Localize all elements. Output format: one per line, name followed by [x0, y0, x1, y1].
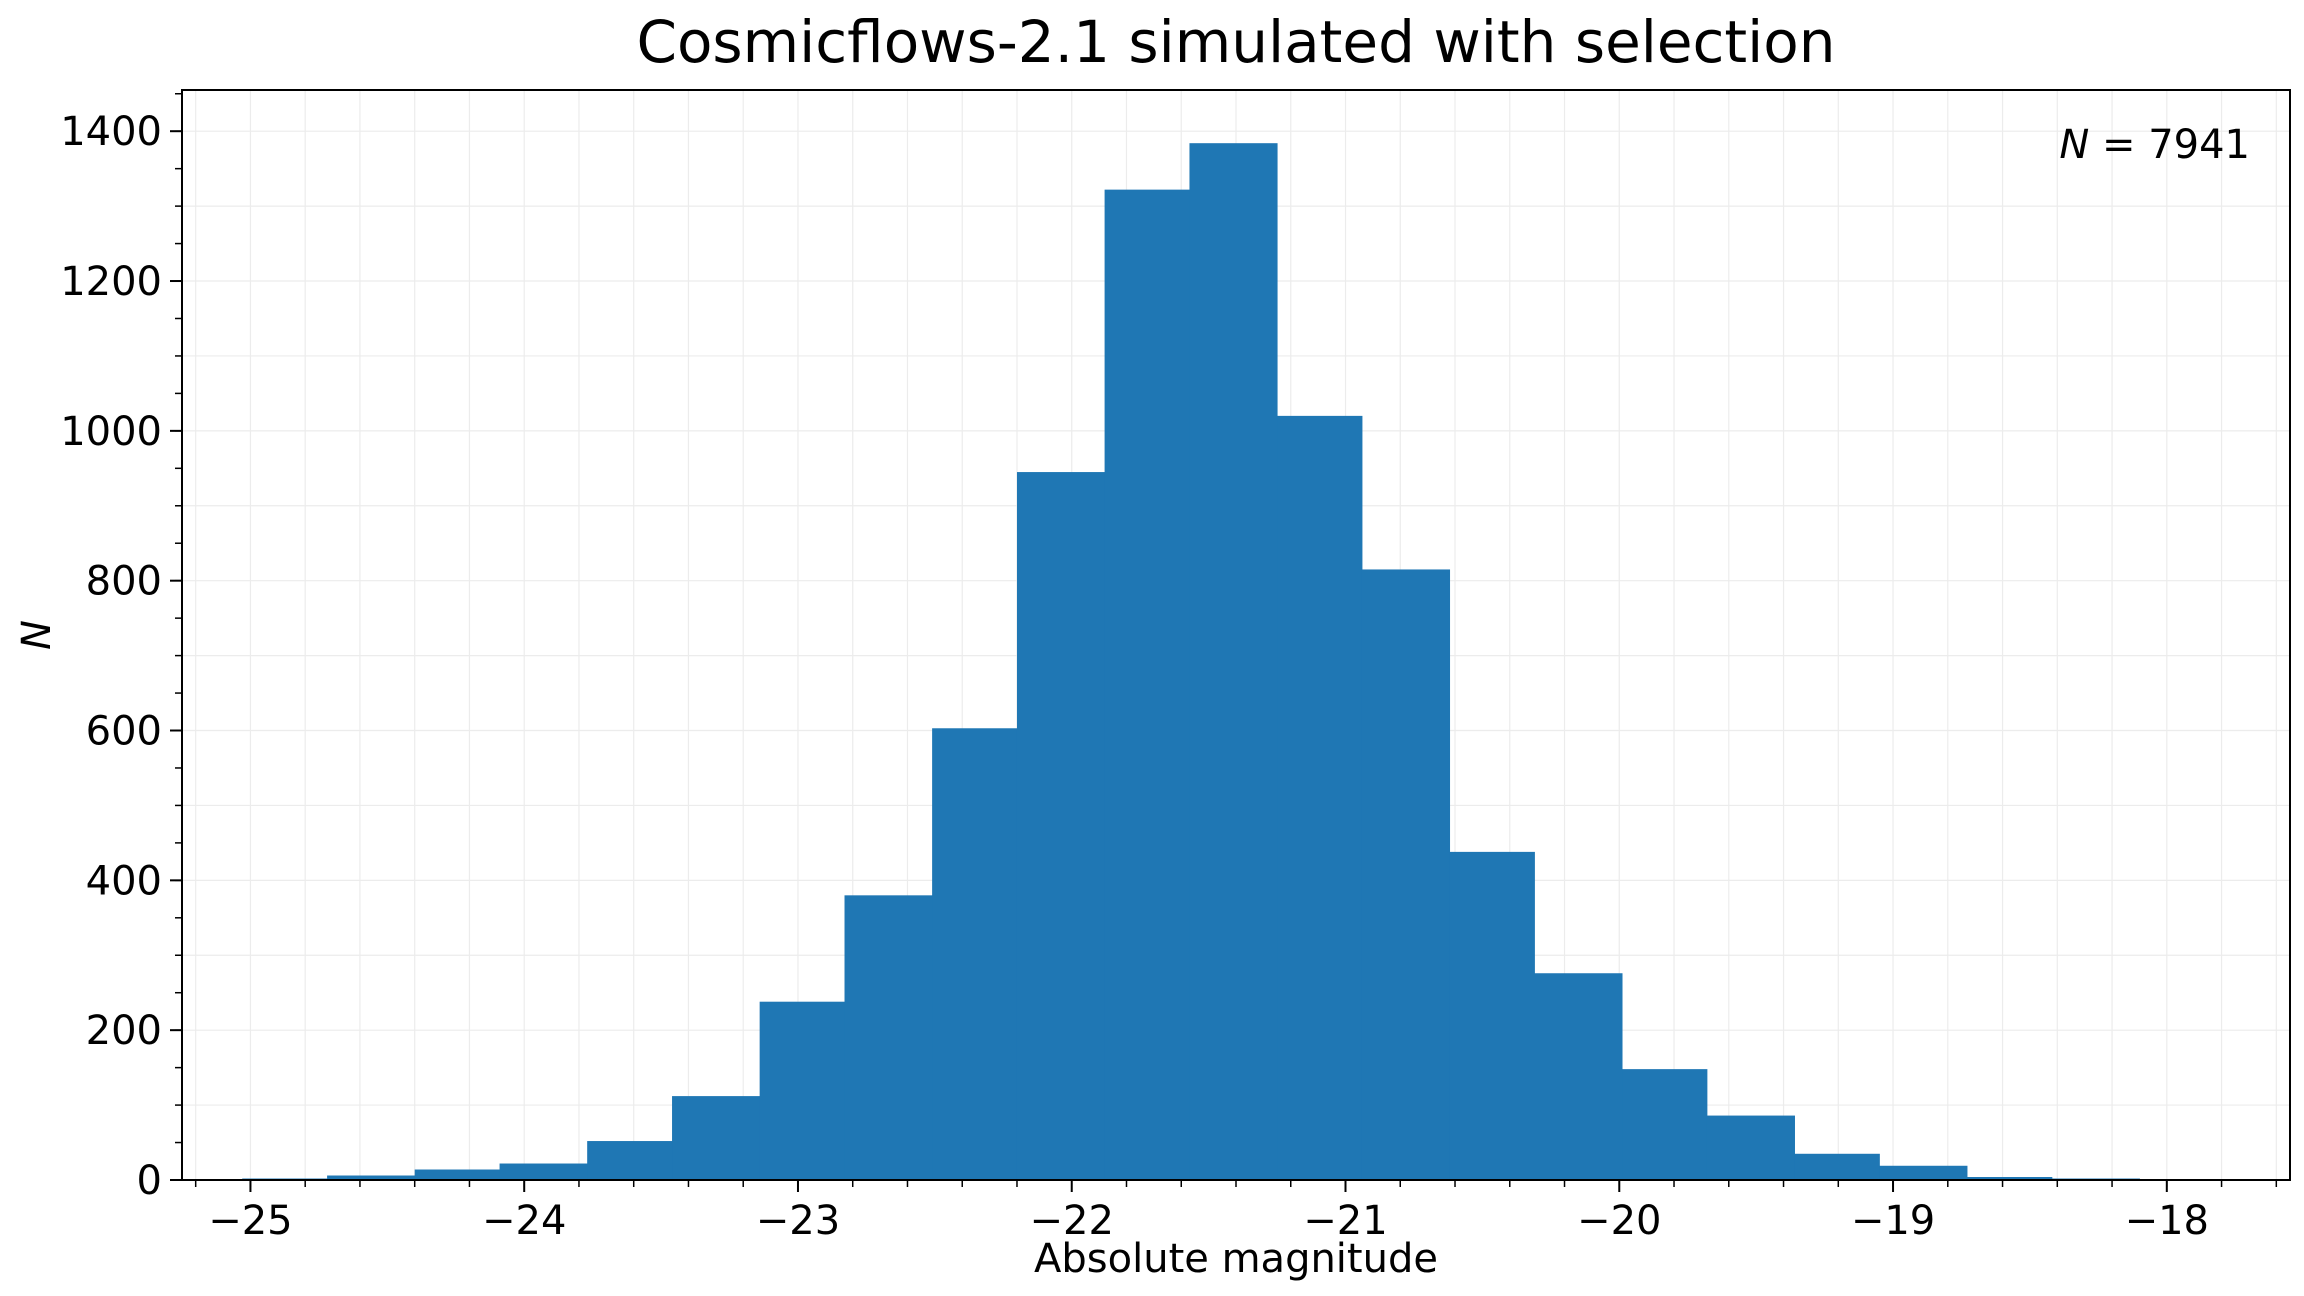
chart-title: Cosmicflows-2.1 simulated with selection — [636, 8, 1835, 76]
histogram-bar — [1534, 973, 1623, 1180]
x-tick-label: −21 — [1303, 1198, 1387, 1244]
sample-size-annotation: N = 7941 — [2059, 122, 2250, 168]
annotation-variable: N — [2059, 122, 2089, 168]
x-tick-label: −18 — [2125, 1198, 2209, 1244]
x-tick-label: −22 — [1030, 1198, 1114, 1244]
axis-ticks: −25 −24 −23 −22 −21 −20 −19 −18 0 200 400 600 800 100… — [60, 92, 2278, 1244]
histogram-bar — [932, 728, 1018, 1180]
histogram-bar — [1361, 569, 1451, 1180]
histogram-bar — [844, 895, 933, 1180]
histogram-bar — [499, 1163, 588, 1180]
annotation-value: = 7941 — [2089, 122, 2250, 168]
y-axis-label: N — [14, 620, 60, 650]
x-axis-label: Absolute magnitude — [1034, 1236, 1438, 1282]
histogram-bar — [414, 1169, 501, 1180]
y-tick-label: 400 — [86, 858, 162, 904]
histogram-bar — [1966, 1177, 2053, 1180]
histogram-bar — [759, 1001, 846, 1180]
histogram-bar — [672, 1096, 761, 1180]
y-tick-label: 800 — [86, 559, 162, 605]
histogram-bar — [327, 1175, 416, 1180]
histogram-bar — [1104, 189, 1190, 1180]
histogram-bar — [1449, 851, 1535, 1180]
y-tick-label: 200 — [86, 1008, 162, 1054]
histogram-bar — [1016, 472, 1106, 1180]
histogram-bar — [1706, 1115, 1795, 1180]
histogram-bar — [587, 1141, 673, 1180]
histogram-bar — [1277, 415, 1363, 1180]
y-tick-label: 1400 — [60, 109, 162, 155]
histogram-bar — [1794, 1153, 1880, 1180]
x-tick-label: −25 — [208, 1198, 292, 1244]
x-tick-label: −24 — [482, 1198, 566, 1244]
y-tick-label: 1000 — [60, 409, 162, 455]
x-tick-label: −20 — [1577, 1198, 1661, 1244]
y-tick-label: 600 — [86, 709, 162, 755]
x-tick-label: −23 — [756, 1198, 840, 1244]
histogram-bar — [1622, 1069, 1708, 1180]
y-tick-label: 1200 — [60, 259, 162, 305]
histogram-bar — [1879, 1165, 1968, 1180]
histogram-bars — [242, 143, 2225, 1181]
histogram-bar — [1189, 143, 1278, 1181]
y-tick-label: 0 — [137, 1158, 162, 1204]
x-tick-label: −19 — [1851, 1198, 1935, 1244]
